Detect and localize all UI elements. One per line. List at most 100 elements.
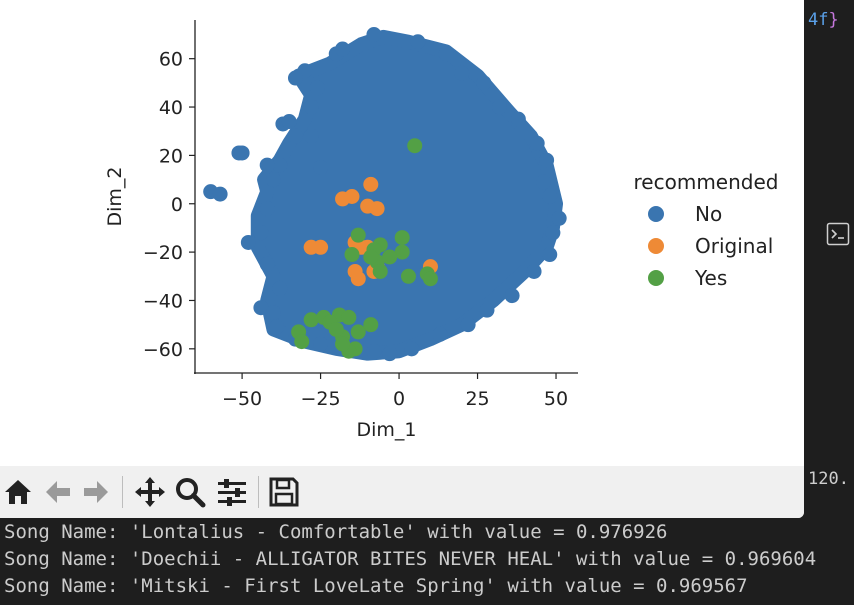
- yes-point: [363, 317, 379, 333]
- yes-point: [363, 249, 379, 265]
- no-point: [234, 145, 250, 161]
- no-point: [366, 343, 382, 359]
- console-line: Song Name: 'Doechii - ALLIGATOR BITES NE…: [4, 548, 817, 570]
- no-point: [529, 135, 545, 151]
- no-point: [309, 80, 325, 96]
- no-point: [535, 174, 551, 190]
- yes-point: [335, 336, 351, 352]
- x-tick-label: 0: [393, 388, 405, 410]
- yes-point: [372, 263, 388, 279]
- no-point: [259, 256, 275, 272]
- no-point: [542, 189, 558, 204]
- no-point: [510, 111, 526, 127]
- yes-point: [294, 334, 310, 350]
- no-point: [259, 201, 275, 217]
- no-point: [454, 65, 470, 81]
- number-fragment: 120.: [808, 469, 849, 489]
- original-point: [369, 201, 385, 217]
- scatter-plot: 60 40 20 0 −20 −40 −60 −50 −25 0 25 50 Dim_1 Dim_2 rec…: [104, 20, 779, 441]
- x-tick-label: −50: [222, 388, 262, 410]
- x-tick-label: 25: [465, 388, 489, 410]
- no-point: [460, 317, 476, 333]
- no-point: [545, 225, 561, 241]
- no-point: [335, 41, 351, 57]
- yes-point: [394, 244, 410, 260]
- legend-label-original: Original: [695, 234, 773, 258]
- y-tick-label: 40: [159, 97, 183, 119]
- toolbar-separator: [122, 476, 123, 508]
- no-point: [539, 152, 555, 168]
- console-line: Song Name: 'Mitski - First LoveLate Spri…: [4, 575, 748, 597]
- no-point: [303, 99, 319, 115]
- code-fragment: 4f}: [808, 10, 839, 30]
- plot-window: 60 40 20 0 −20 −40 −60 −50 −25 0 25 50 Dim_1 Dim_2 rec…: [0, 0, 804, 518]
- pan-move-icon: [135, 477, 165, 507]
- no-point: [432, 326, 448, 342]
- y-tick-label: −20: [143, 242, 183, 264]
- yes-point: [407, 138, 423, 154]
- legend-label-yes: Yes: [694, 266, 727, 290]
- no-point: [551, 210, 567, 226]
- no-point: [303, 128, 319, 144]
- home-icon: [5, 480, 31, 504]
- no-point: [259, 157, 275, 173]
- yes-point: [400, 268, 416, 284]
- zoom-button[interactable]: [172, 474, 208, 510]
- forward-button[interactable]: [78, 474, 114, 510]
- original-point: [363, 176, 379, 192]
- legend-title: recommended: [634, 170, 779, 194]
- plot-toolbar: [0, 466, 804, 518]
- no-point: [272, 280, 288, 296]
- y-tick-label: 0: [171, 194, 183, 216]
- no-point: [212, 186, 228, 202]
- no-point: [265, 305, 281, 321]
- no-point: [269, 319, 285, 335]
- no-point: [476, 75, 492, 91]
- home-button[interactable]: [0, 474, 36, 510]
- yes-point: [350, 324, 366, 340]
- back-button[interactable]: [40, 474, 76, 510]
- no-point: [253, 300, 269, 316]
- original-point: [350, 271, 366, 287]
- console-output: Song Name: 'Lontalius - Comfortable' wit…: [0, 518, 816, 605]
- yes-point: [344, 247, 360, 263]
- yes-point: [303, 312, 319, 328]
- yes-point: [328, 321, 344, 337]
- no-point: [265, 172, 281, 188]
- terminal-icon[interactable]: [826, 222, 850, 250]
- x-tick-label: −25: [301, 388, 341, 410]
- yes-point: [422, 271, 438, 287]
- y-axis-label: Dim_2: [104, 166, 126, 226]
- original-point: [313, 239, 329, 255]
- editor-side-strip: [806, 0, 854, 605]
- console-line: Song Name: 'Lontalius - Comfortable' wit…: [4, 521, 668, 543]
- save-button[interactable]: [266, 474, 302, 510]
- no-point: [272, 157, 288, 173]
- zoom-magnifier-icon: [176, 478, 206, 508]
- yes-point: [382, 249, 398, 265]
- no-cluster-cloud: [250, 29, 564, 361]
- toolbar-separator: [258, 476, 259, 508]
- configure-subplots-icon: [218, 479, 246, 506]
- no-point: [438, 46, 454, 62]
- no-point: [287, 70, 303, 86]
- legend-marker-no: [648, 206, 664, 222]
- y-tick-label: 60: [159, 49, 183, 71]
- legend-marker-yes: [648, 270, 664, 286]
- no-point: [504, 288, 520, 304]
- forward-arrow-icon: [84, 481, 108, 503]
- no-point: [240, 234, 256, 250]
- pan-button[interactable]: [132, 474, 168, 510]
- configure-subplots-button[interactable]: [214, 474, 250, 510]
- no-point: [492, 99, 508, 115]
- y-tick-label: 20: [159, 145, 183, 167]
- yes-point: [341, 309, 357, 325]
- back-arrow-icon: [46, 481, 70, 503]
- no-point: [382, 346, 398, 362]
- no-point: [526, 263, 542, 279]
- no-point: [410, 34, 426, 50]
- no-point: [253, 225, 269, 241]
- original-point: [344, 189, 360, 204]
- y-tick-label: −40: [143, 290, 183, 312]
- legend-marker-original: [648, 238, 664, 254]
